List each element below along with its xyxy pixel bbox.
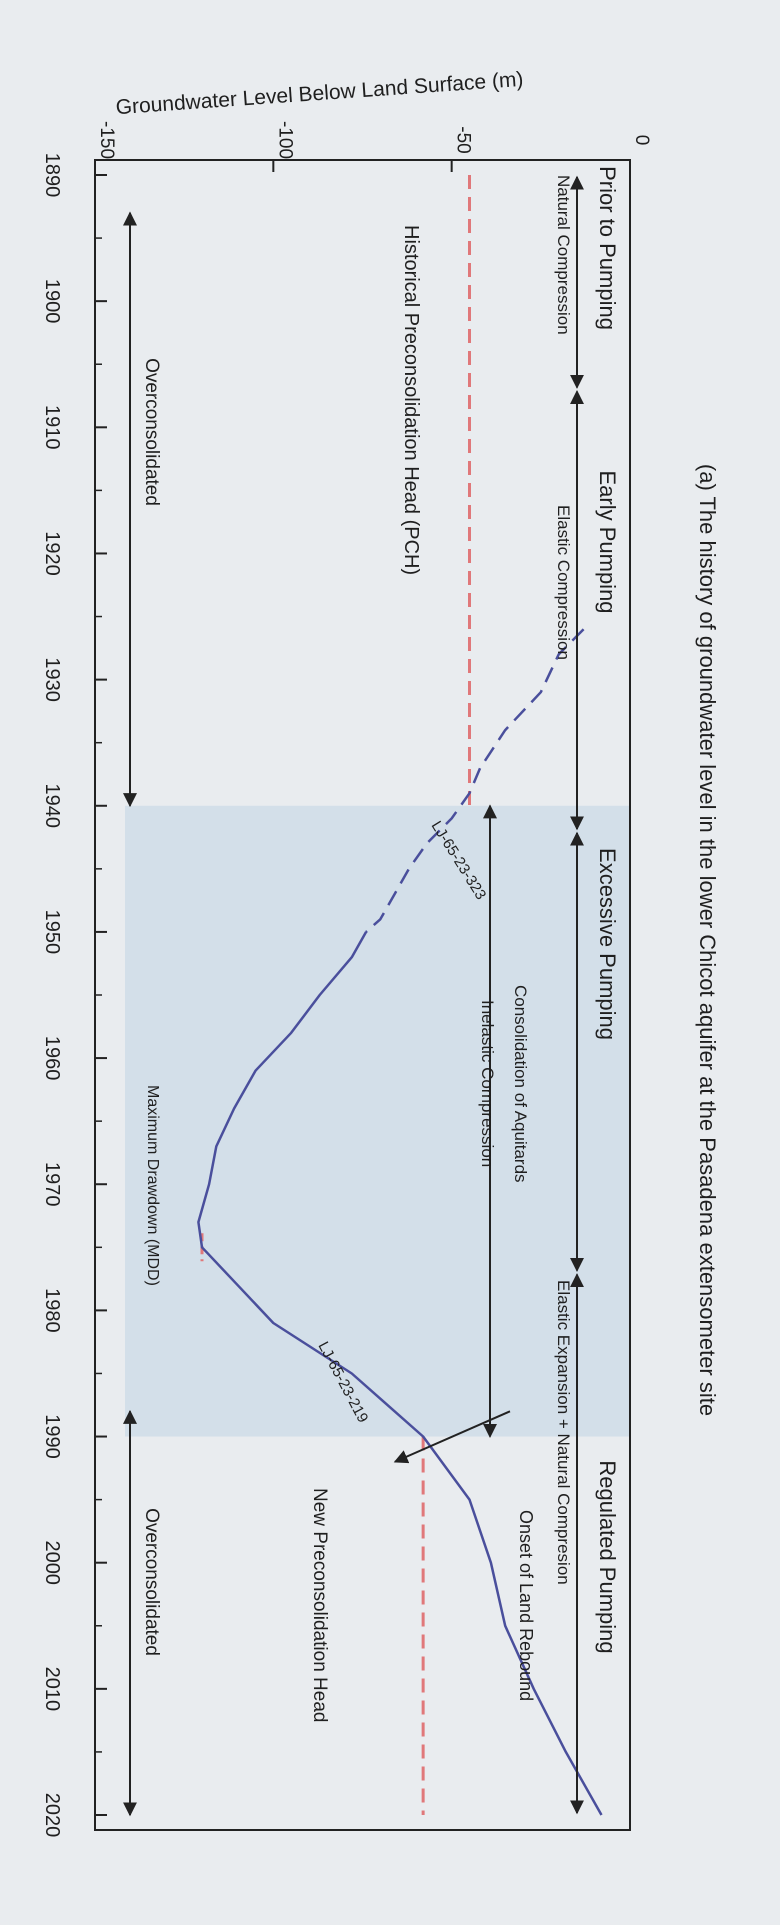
y-tick-label--150: -150 (96, 121, 117, 159)
pch-label: Historical Preconsolidation Head (PCH) (400, 225, 422, 575)
series-lines (197, 628, 603, 1816)
x-tick-label-2020: 2020 (41, 1793, 63, 1838)
y-axis-label: Groundwater Level Below Land Surface (m) (115, 68, 524, 119)
y-tick-label--50: -50 (453, 126, 474, 153)
x-tick-label-1980: 1980 (41, 1288, 63, 1333)
x-tick-label-1990: 1990 (41, 1414, 63, 1459)
overconsolidated-right-label: Overconsolidated (141, 1508, 162, 1656)
phase-label-early: Early Pumping (595, 470, 620, 613)
axis-ticks: 1890 1900 1910 1920 1930 1940 1950 1960 1970 1980… (41, 121, 652, 1837)
x-tick-label-1940: 1940 (41, 784, 63, 829)
elastic-compression-label: Elastic Compression (554, 505, 573, 660)
chart-title: (a) The history of groundwater level in … (695, 464, 720, 1416)
annotation-arrows (123, 175, 584, 1817)
x-tick-label-1970: 1970 (41, 1162, 63, 1207)
x-tick-label-2010: 2010 (41, 1667, 63, 1712)
series-line-1 (197, 931, 603, 1816)
x-tick-label-2000: 2000 (41, 1540, 63, 1585)
x-tick-label-1950: 1950 (41, 910, 63, 955)
onset-arrow (393, 1410, 511, 1464)
x-tick-label-1930: 1930 (41, 657, 63, 702)
inelastic-compression-label: Inelastic Compression (478, 1000, 497, 1167)
phase-label-prior: Prior to Pumping (595, 166, 620, 330)
natural-compression-label: Natural Compression (554, 175, 573, 335)
x-tick-label-1890: 1890 (41, 153, 63, 198)
consolidation-label: Consolidation of Aquitards (511, 985, 530, 1183)
series-line-0 (365, 628, 585, 933)
new-preconsolidation-head-label: New Preconsolidation Head (309, 1488, 330, 1722)
y-tick-label-0: 0 (631, 135, 652, 146)
elastic-expansion-label: Elastic Expansion + Natural Compresion (554, 1280, 573, 1585)
x-tick-label-1960: 1960 (41, 1036, 63, 1081)
phase-label-regulated: Regulated Pumping (595, 1460, 620, 1653)
x-tick-label-1920: 1920 (41, 531, 63, 576)
overconsolidated-left-label: Overconsolidated (141, 358, 162, 506)
y-tick-label--100: -100 (274, 121, 295, 159)
x-tick-label-1910: 1910 (41, 405, 63, 450)
mdd-label: Maximum Drawdown (MDD) (144, 1085, 161, 1286)
onset-of-land-rebound-label: Onset of Land Rebound (516, 1510, 536, 1701)
x-tick-label-1900: 1900 (41, 279, 63, 324)
shaded-period (125, 805, 630, 1437)
phase-label-excessive: Excessive Pumping (595, 848, 620, 1040)
